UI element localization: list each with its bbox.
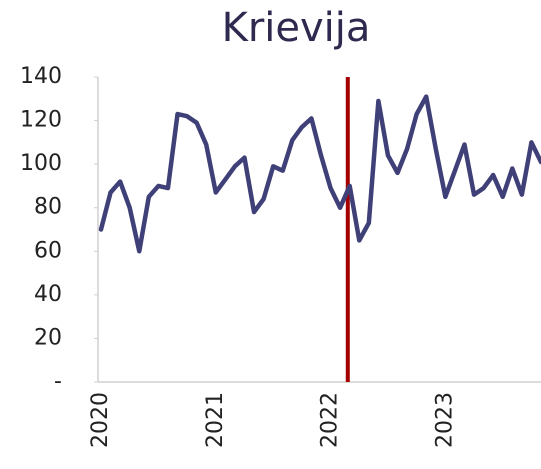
- x-tick-label: 2022: [318, 392, 343, 448]
- y-tick-label: 20: [34, 325, 62, 350]
- y-tick-label: -: [54, 369, 62, 394]
- x-tick-label: 2021: [203, 392, 228, 448]
- y-tick-label: 60: [34, 238, 62, 263]
- y-tick-label: 100: [20, 151, 62, 176]
- y-tick-label: 40: [34, 282, 62, 307]
- x-tick-label: 2020: [88, 392, 113, 448]
- x-tick-label: 2023: [432, 392, 457, 448]
- y-tick-label: 120: [20, 108, 62, 133]
- chart-title: Krievija: [222, 5, 371, 51]
- y-tick-label: 80: [34, 195, 62, 220]
- line-series: [98, 94, 541, 254]
- y-tick-label: 140: [20, 64, 62, 89]
